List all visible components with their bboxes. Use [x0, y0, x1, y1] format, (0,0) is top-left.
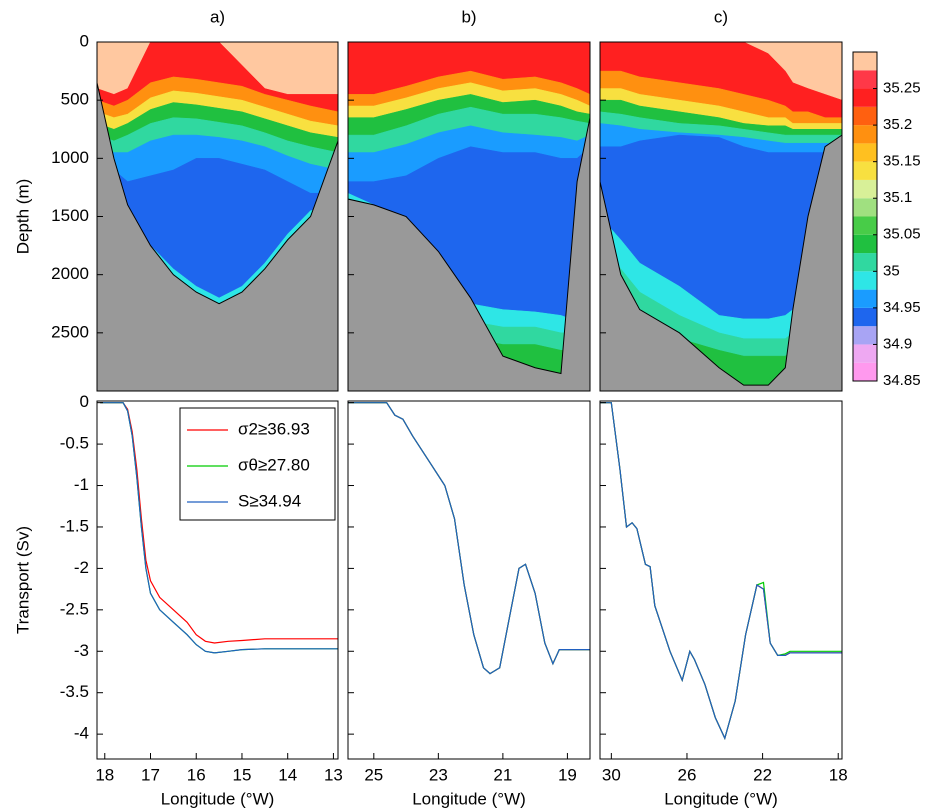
y-tick-label: -2 — [74, 558, 89, 577]
colorbar-tick-label: 35.25 — [883, 80, 921, 97]
transport-line — [600, 402, 842, 741]
y-tick-label: -3.5 — [60, 682, 89, 701]
y-tick-label: -2.5 — [60, 599, 89, 618]
y-axis-label: Depth (m) — [13, 179, 32, 255]
y-tick-label: 1500 — [51, 206, 89, 225]
colorbar-swatch — [853, 179, 877, 199]
x-tick-label: 23 — [429, 765, 448, 784]
panel-title: c) — [714, 7, 728, 26]
x-tick-label: 21 — [493, 765, 512, 784]
colorbar-swatch — [853, 161, 877, 180]
transport-line — [600, 402, 842, 741]
colorbar-swatch — [853, 198, 877, 217]
colorbar-tick-label: 35.1 — [883, 189, 912, 206]
seafloor — [348, 117, 590, 391]
salinity-layer — [600, 42, 842, 101]
colorbar-tick-label: 35.2 — [883, 116, 912, 133]
colorbar-swatch — [853, 271, 877, 290]
x-tick-label: 19 — [558, 765, 577, 784]
x-tick-label: 25 — [364, 765, 383, 784]
colorbar-swatch — [853, 70, 877, 89]
y-tick-label: -3 — [74, 641, 89, 660]
colorbar-swatch — [853, 289, 877, 308]
plot-frame — [347, 400, 591, 760]
x-tick-label: 22 — [753, 765, 772, 784]
colorbar-tick-label: 34.85 — [883, 372, 921, 389]
x-tick-label: 15 — [233, 765, 252, 784]
x-axis-label: Longitude (°W) — [412, 789, 526, 808]
legend-box — [179, 407, 336, 521]
salinity-layer — [97, 42, 338, 95]
x-tick-label: 14 — [278, 765, 297, 784]
colorbar-swatch — [853, 307, 877, 327]
y-tick-label: -1 — [74, 475, 89, 494]
transport-line — [348, 402, 590, 675]
colorbar-swatch — [853, 52, 877, 71]
colorbar-swatch — [853, 326, 877, 345]
colorbar-tick-label: 35.05 — [883, 226, 921, 243]
colorbar-swatch — [853, 362, 877, 381]
section-plot — [97, 42, 338, 391]
transport-line — [600, 402, 842, 741]
section-plot — [600, 42, 842, 391]
section-plot — [348, 42, 590, 391]
x-tick-label: 26 — [678, 765, 697, 784]
y-tick-label: 2000 — [51, 264, 89, 283]
x-tick-label: 16 — [187, 765, 206, 784]
x-tick-label: 18 — [829, 765, 848, 784]
y-tick-label: -0.5 — [60, 434, 89, 453]
colorbar-swatch — [853, 143, 877, 162]
x-tick-label: 17 — [141, 765, 160, 784]
colorbar-swatch — [853, 106, 877, 126]
x-axis-label: Longitude (°W) — [161, 789, 275, 808]
y-axis-label: Transport (Sv) — [13, 526, 32, 634]
transport-line — [348, 402, 590, 675]
colorbar-tick-label: 34.9 — [883, 335, 912, 352]
y-tick-label: -1.5 — [60, 516, 89, 535]
colorbar-frame — [852, 51, 878, 382]
panel-title: a) — [210, 7, 225, 26]
y-tick-label: 2500 — [51, 322, 89, 341]
y-tick-label: 0 — [80, 31, 89, 50]
x-tick-label: 30 — [602, 765, 621, 784]
colorbar-swatch — [853, 88, 877, 107]
panel-title: b) — [461, 7, 476, 26]
legend-label: S≥34.94 — [238, 491, 301, 510]
x-tick-label: 18 — [95, 765, 114, 784]
y-tick-label: -4 — [74, 724, 89, 743]
x-tick-label: 13 — [324, 765, 343, 784]
colorbar-swatch — [853, 234, 877, 254]
plot-frame — [96, 400, 339, 760]
seafloor — [600, 134, 842, 391]
legend-label: σ2≥36.93 — [238, 419, 310, 438]
y-tick-label: 500 — [61, 90, 89, 109]
colorbar-swatch — [853, 125, 877, 144]
colorbar-tick-label: 35 — [883, 262, 900, 279]
x-axis-label: Longitude (°W) — [664, 789, 778, 808]
colorbar-swatch — [853, 253, 877, 272]
colorbar-swatch — [853, 216, 877, 235]
seafloor — [97, 82, 338, 391]
colorbar-tick-label: 35.15 — [883, 153, 921, 170]
legend-label: σθ≥27.80 — [238, 455, 310, 474]
y-tick-label: 1000 — [51, 148, 89, 167]
colorbar-swatch — [853, 344, 877, 363]
colorbar-tick-label: 34.95 — [883, 299, 921, 316]
y-tick-label: 0 — [80, 392, 89, 411]
transport-line — [100, 402, 338, 654]
transport-line — [348, 402, 590, 675]
plot-frame — [599, 400, 843, 760]
